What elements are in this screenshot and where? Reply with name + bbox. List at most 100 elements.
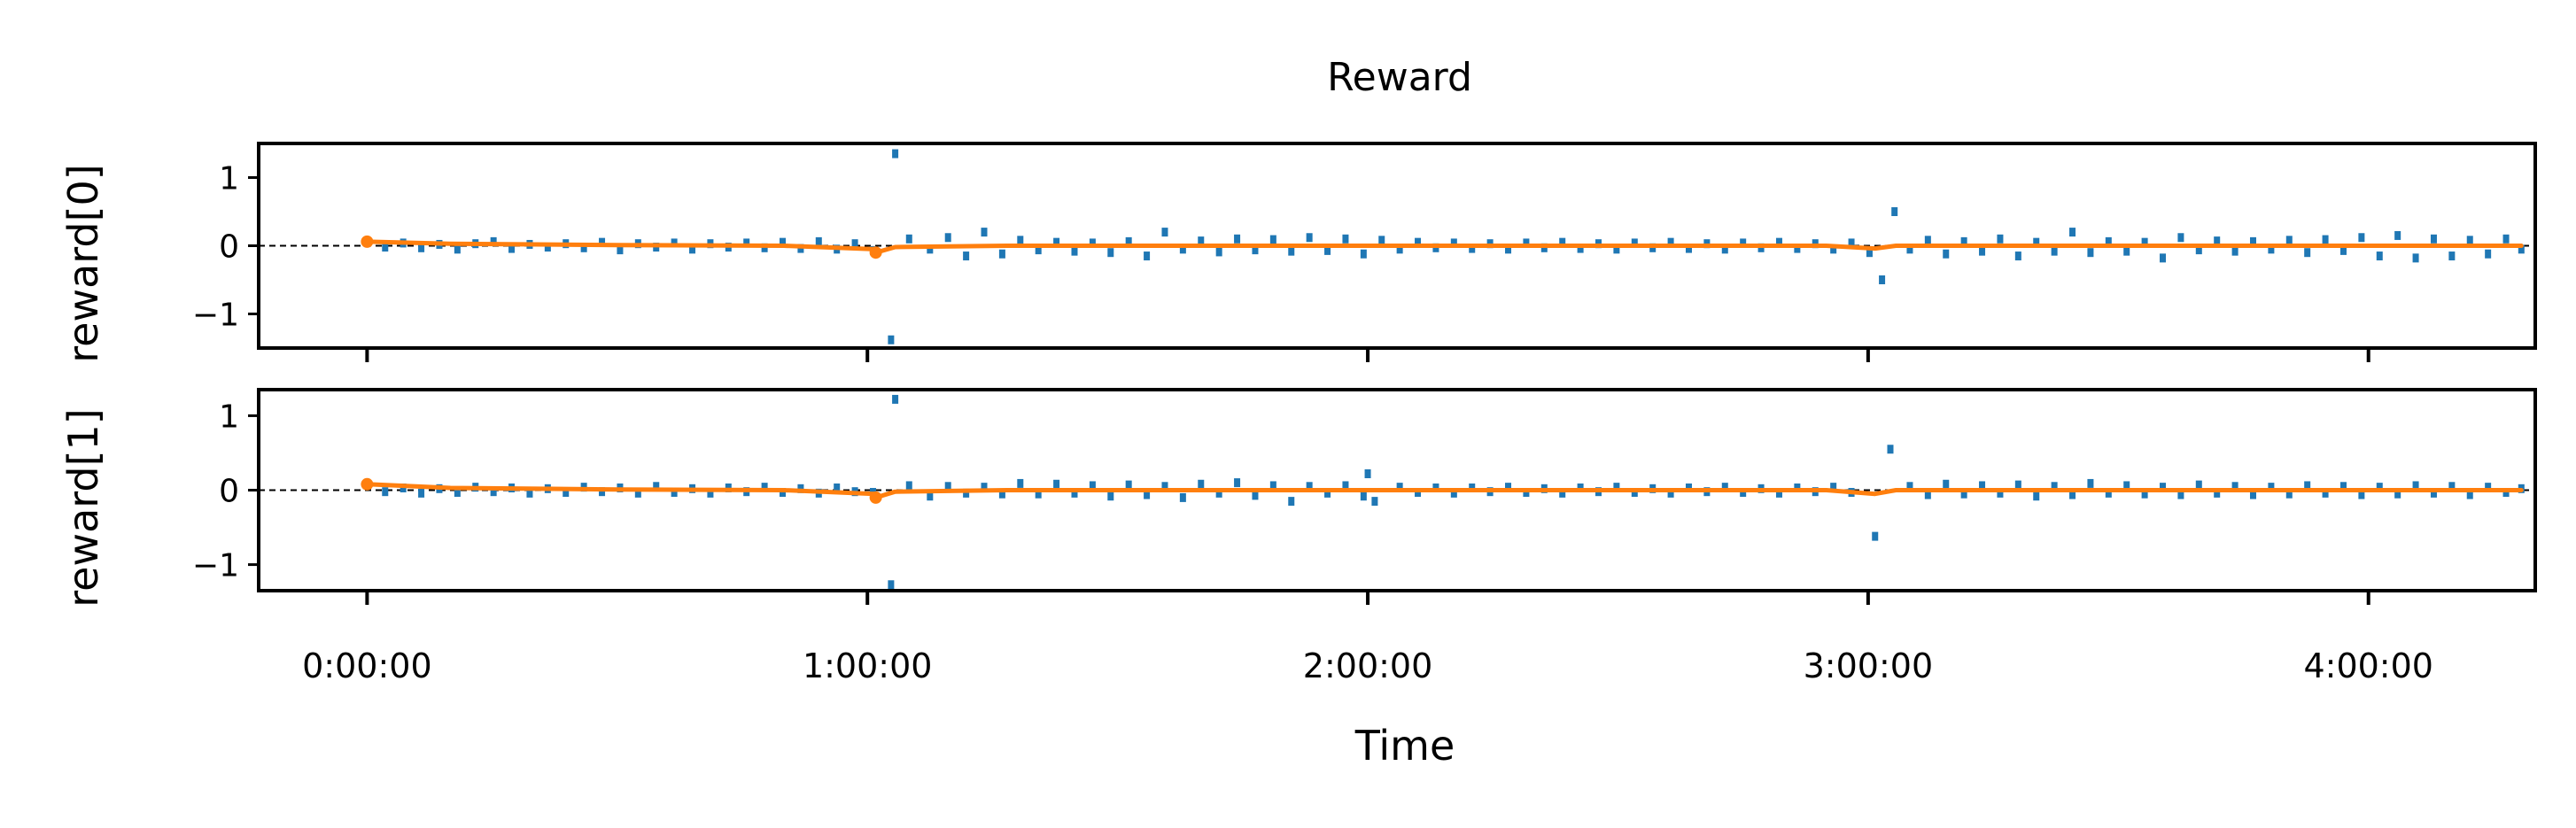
- data-point: [1943, 479, 1950, 489]
- data-point: [2394, 489, 2401, 499]
- data-point: [599, 487, 606, 497]
- data-point: [1035, 489, 1042, 499]
- data-point: [418, 243, 425, 252]
- data-point: [617, 245, 624, 255]
- data-point: [1252, 245, 1259, 255]
- data-point: [2141, 237, 2148, 247]
- data-point: [653, 482, 660, 491]
- data-point: [2412, 253, 2419, 263]
- chart-title: Reward: [1327, 55, 1472, 100]
- data-point: [2123, 481, 2130, 491]
- data-point: [1685, 483, 1692, 492]
- data-point: [707, 488, 714, 498]
- data-point: [1324, 245, 1331, 255]
- data-point: [1740, 488, 1747, 498]
- data-point: [2358, 233, 2365, 243]
- data-point: [1360, 249, 1367, 259]
- data-point: [1872, 531, 1879, 541]
- data-point: [2051, 482, 2058, 491]
- data-point: [1830, 483, 1837, 492]
- data-point: [1469, 244, 1476, 253]
- series-1-marker: [869, 491, 882, 504]
- data-point: [2339, 245, 2347, 255]
- data-point: [1979, 246, 1986, 256]
- data-point: [2394, 230, 2401, 240]
- data-point: [1960, 489, 1967, 499]
- data-point: [834, 483, 841, 492]
- data-point: [1288, 246, 1295, 256]
- series-1-marker: [361, 477, 374, 491]
- data-point: [1997, 488, 2004, 498]
- data-point: [382, 243, 389, 252]
- series-1-marker: [869, 246, 882, 259]
- data-point: [1364, 469, 1371, 479]
- panel-1: 1 0 −1 reward[1]: [59, 388, 2537, 607]
- data-point: [454, 244, 461, 254]
- data-point: [1450, 488, 1457, 498]
- data-point: [1144, 490, 1151, 499]
- data-point: [1234, 234, 1241, 244]
- data-point: [1685, 244, 1692, 253]
- data-point: [1306, 233, 1313, 243]
- data-point: [418, 488, 425, 498]
- data-point: [2160, 253, 2167, 263]
- panel-0: 1 0 −1 reward[0]: [59, 142, 2537, 363]
- data-point: [1879, 275, 1886, 284]
- y-tick-label: 1: [219, 399, 239, 435]
- data-point: [998, 249, 1005, 259]
- data-point: [2430, 488, 2437, 498]
- data-point: [963, 251, 970, 261]
- data-point: [1215, 247, 1222, 257]
- data-point: [1053, 479, 1060, 489]
- data-point: [1775, 488, 1782, 498]
- data-point: [2195, 480, 2202, 490]
- data-point: [2502, 234, 2510, 244]
- data-point: [743, 238, 750, 248]
- data-point: [1035, 245, 1042, 255]
- data-point: [2268, 244, 2275, 254]
- data-point: [1396, 244, 1403, 254]
- data-point: [1891, 207, 1898, 216]
- data-point: [780, 237, 787, 247]
- data-point: [892, 394, 899, 404]
- data-point: [905, 481, 912, 491]
- data-point: [1342, 234, 1349, 244]
- data-point: [888, 335, 895, 344]
- data-point: [2214, 236, 2221, 246]
- data-point: [1288, 497, 1295, 507]
- data-point: [1613, 244, 1620, 254]
- data-point: [2249, 236, 2256, 246]
- data-point: [2105, 236, 2112, 246]
- data-point: [2177, 490, 2184, 499]
- data-point: [563, 488, 570, 498]
- data-point: [1324, 488, 1331, 498]
- data-point: [2285, 236, 2293, 245]
- data-point: [1559, 237, 1566, 247]
- data-point: [1450, 238, 1457, 248]
- data-point: [1866, 248, 1873, 258]
- y-tick-label: 0: [219, 474, 239, 510]
- y-tick-label: 1: [219, 161, 239, 197]
- data-point: [1667, 237, 1674, 247]
- data-point: [1144, 251, 1151, 261]
- series-1-line: [364, 482, 2524, 500]
- data-point: [1107, 248, 1114, 258]
- data-point: [1017, 478, 1024, 488]
- data-point: [1179, 244, 1186, 254]
- x-tick-label: 1:00:00: [803, 646, 933, 685]
- data-point: [508, 244, 516, 253]
- data-point: [1125, 480, 1132, 490]
- data-point: [2105, 488, 2112, 498]
- data-point: [998, 489, 1005, 499]
- data-point: [2014, 480, 2021, 490]
- data-point: [2339, 482, 2347, 491]
- data-point: [2322, 235, 2329, 244]
- data-point: [1161, 482, 1168, 491]
- data-point: [944, 233, 951, 243]
- data-point: [1924, 236, 1931, 245]
- data-point: [1396, 483, 1403, 492]
- data-point: [1559, 488, 1566, 498]
- data-point: [1794, 483, 1801, 492]
- data-point: [689, 244, 696, 254]
